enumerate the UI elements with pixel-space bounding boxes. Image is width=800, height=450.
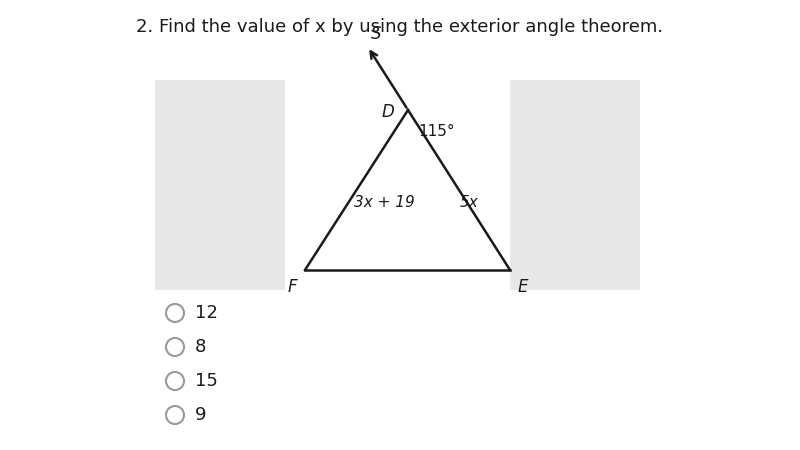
Text: D: D	[382, 103, 394, 121]
Text: 2. Find the value of x by using the exterior angle theorem.: 2. Find the value of x by using the exte…	[137, 18, 663, 36]
Text: 15: 15	[195, 372, 218, 390]
Text: 9: 9	[195, 406, 206, 424]
Text: 5x: 5x	[460, 195, 478, 210]
Text: 8: 8	[195, 338, 206, 356]
Text: S: S	[370, 25, 381, 43]
Bar	[510, 80, 640, 290]
Text: 3x + 19: 3x + 19	[354, 195, 415, 210]
Text: 12: 12	[195, 304, 218, 322]
Text: E: E	[518, 278, 529, 296]
Bar	[155, 80, 285, 290]
Text: F: F	[287, 278, 297, 296]
Text: 115°: 115°	[418, 124, 454, 139]
